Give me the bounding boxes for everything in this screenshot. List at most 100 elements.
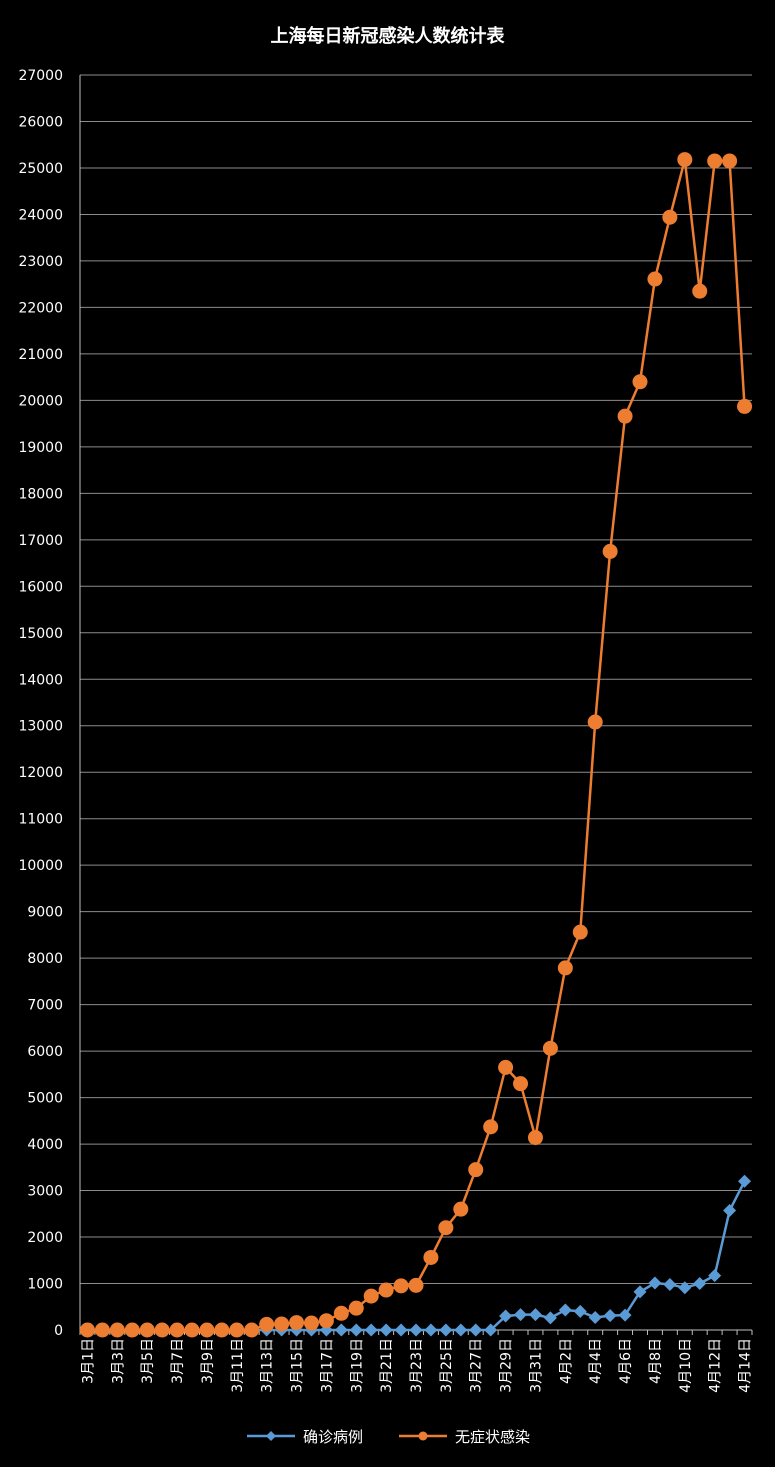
data-point	[214, 1322, 230, 1338]
y-tick-label: 18000	[18, 486, 63, 502]
data-point	[514, 1308, 528, 1322]
y-tick-label: 11000	[18, 812, 63, 828]
data-point	[484, 1323, 498, 1337]
data-point	[602, 543, 618, 559]
data-point	[618, 1308, 632, 1322]
data-point	[439, 1323, 453, 1337]
data-point	[587, 714, 603, 730]
data-point	[379, 1323, 393, 1337]
data-point	[363, 1288, 379, 1304]
data-point	[303, 1315, 319, 1331]
data-point	[244, 1322, 260, 1338]
data-point	[199, 1322, 215, 1338]
y-tick-label: 13000	[18, 719, 63, 735]
grid-lines	[80, 74, 752, 1285]
y-tick-label: 10000	[18, 858, 63, 874]
data-point	[572, 924, 588, 940]
y-tick-label: 9000	[27, 905, 63, 921]
data-point	[454, 1323, 468, 1337]
x-tick-label: 4月14日	[738, 1338, 754, 1393]
data-point	[678, 1281, 692, 1295]
data-point	[424, 1323, 438, 1337]
data-point	[364, 1323, 378, 1337]
data-point	[333, 1305, 349, 1321]
y-tick-label: 17000	[18, 533, 63, 549]
x-tick-label: 3月13日	[260, 1338, 276, 1393]
data-point	[139, 1322, 155, 1338]
data-point	[737, 398, 753, 414]
legend-item-asymptomatic: 无症状感染	[397, 1426, 530, 1447]
data-point	[453, 1201, 469, 1217]
x-axis-tick-labels: 3月1日 3月3日 3月5日 3月7日 3月9日 3月11日 3月13日 3月15日 3月17日…	[80, 1338, 753, 1393]
data-point	[154, 1322, 170, 1338]
data-point	[722, 153, 738, 169]
data-point	[677, 152, 693, 168]
series-0	[80, 1174, 752, 1337]
x-tick-label: 4月2日	[558, 1338, 574, 1384]
data-point	[79, 1322, 95, 1338]
data-point	[409, 1323, 423, 1337]
y-tick-label: 19000	[18, 440, 63, 456]
data-point	[573, 1304, 587, 1318]
y-tick-label: 2000	[27, 1230, 63, 1246]
data-point	[633, 1285, 647, 1299]
data-point	[184, 1322, 200, 1338]
y-tick-label: 24000	[18, 207, 63, 223]
data-point	[527, 1130, 543, 1146]
legend: 确诊病例 无症状感染	[0, 1424, 775, 1448]
legend-marker-asymptomatic	[399, 1431, 447, 1441]
data-point	[707, 153, 723, 169]
data-point	[468, 1162, 484, 1178]
data-point	[693, 1277, 707, 1291]
y-tick-label: 14000	[18, 672, 63, 688]
y-tick-label: 15000	[18, 626, 63, 642]
data-point	[498, 1059, 514, 1075]
data-point	[318, 1313, 334, 1329]
x-tick-label: 4月12日	[708, 1338, 724, 1393]
data-point	[394, 1323, 408, 1337]
axes	[79, 75, 753, 1335]
y-tick-label: 8000	[27, 951, 63, 967]
data-point	[259, 1316, 275, 1332]
data-point	[438, 1220, 454, 1236]
series-line	[87, 1180, 746, 1332]
data-point	[738, 1174, 752, 1188]
data-point	[543, 1311, 557, 1325]
y-tick-label: 25000	[18, 161, 63, 177]
x-tick-label: 3月1日	[80, 1338, 96, 1384]
y-tick-label: 1000	[27, 1277, 63, 1293]
data-point	[723, 1204, 737, 1218]
data-point	[124, 1322, 140, 1338]
series-layer	[79, 152, 753, 1338]
data-point	[378, 1282, 394, 1298]
legend-label-asymptomatic: 无症状感染	[455, 1427, 531, 1446]
data-point	[692, 283, 708, 299]
x-tick-label: 3月21日	[379, 1338, 395, 1393]
data-point	[499, 1309, 513, 1323]
data-point	[557, 960, 573, 976]
y-tick-label: 4000	[27, 1137, 63, 1153]
data-point	[542, 1040, 558, 1056]
y-tick-label: 3000	[27, 1184, 63, 1200]
data-point	[528, 1308, 542, 1322]
data-point	[513, 1076, 529, 1092]
x-tick-label: 3月31日	[528, 1338, 544, 1393]
x-tick-label: 3月5日	[140, 1338, 156, 1384]
data-point	[617, 408, 633, 424]
data-point	[289, 1315, 305, 1331]
data-point	[423, 1249, 439, 1265]
x-tick-label: 4月4日	[588, 1338, 604, 1384]
y-tick-label: 22000	[18, 300, 63, 316]
data-point	[663, 1277, 677, 1291]
data-point	[393, 1278, 409, 1294]
data-point	[558, 1303, 572, 1317]
x-tick-label: 3月3日	[110, 1338, 126, 1384]
data-point	[274, 1316, 290, 1332]
x-tick-label: 3月17日	[319, 1338, 335, 1393]
data-point	[483, 1119, 499, 1135]
data-point	[334, 1323, 348, 1337]
x-tick-label: 3月27日	[469, 1338, 485, 1393]
data-point	[632, 374, 648, 390]
legend-label-confirmed: 确诊病例	[302, 1427, 363, 1446]
